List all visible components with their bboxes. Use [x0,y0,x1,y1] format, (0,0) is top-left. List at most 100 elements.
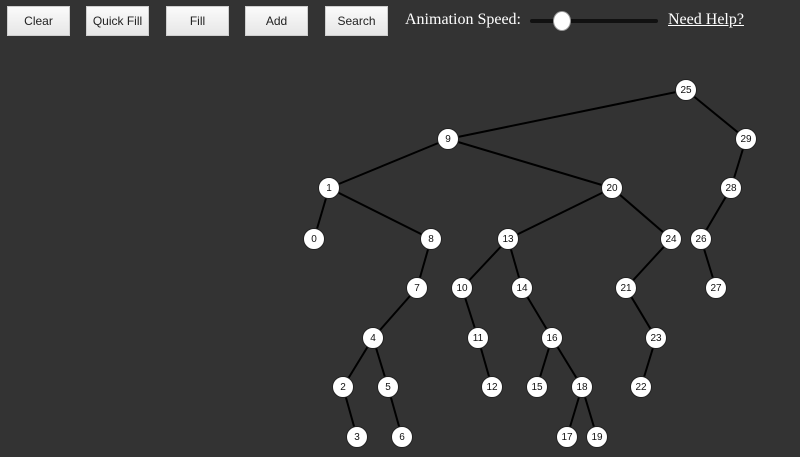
node-circle [467,327,489,349]
node-circle [481,376,503,398]
tree-node[interactable]: 0 [303,228,325,250]
tree-node[interactable]: 23 [645,327,667,349]
node-circle [720,177,742,199]
tree-edge [328,138,449,189]
node-value: 9 [445,134,451,145]
node-circle [406,277,428,299]
node-circle [420,228,442,250]
tree-node[interactable]: 13 [497,228,519,250]
node-circle [451,277,473,299]
node-value: 27 [710,283,722,294]
node-circle [526,376,548,398]
node-value: 10 [456,283,468,294]
tree-node[interactable]: 4 [362,327,384,349]
node-circle [541,327,563,349]
tree-node[interactable]: 26 [690,228,712,250]
fill-button[interactable]: Fill [166,6,229,36]
node-circle [601,177,623,199]
node-circle [571,376,593,398]
tree-node[interactable]: 22 [630,376,652,398]
node-circle [377,376,399,398]
need-help-link[interactable]: Need Help? [668,11,744,28]
clear-button[interactable]: Clear [7,6,70,36]
tree-node[interactable]: 3 [346,426,368,448]
tree-edge [447,89,687,140]
tree-edge [685,89,747,140]
node-circle [497,228,519,250]
tree-node[interactable]: 2 [332,376,354,398]
tree-edge [507,187,613,240]
tree-node[interactable]: 9 [437,128,459,150]
tree-node[interactable]: 29 [735,128,757,150]
tree-node[interactable]: 11 [467,327,489,349]
slider-thumb[interactable] [553,11,571,31]
node-value: 15 [531,382,543,393]
node-value: 3 [354,432,360,443]
tree-edge [372,287,418,339]
node-circle [660,228,682,250]
node-circle [303,228,325,250]
tree-node[interactable]: 17 [556,426,578,448]
node-value: 21 [620,283,632,294]
node-value: 0 [311,234,317,245]
tree-node[interactable]: 15 [526,376,548,398]
node-value: 26 [695,234,707,245]
tree-node[interactable]: 16 [541,327,563,349]
node-value: 20 [606,183,618,194]
tree-node[interactable]: 18 [571,376,593,398]
tree-node[interactable]: 21 [615,277,637,299]
tree-node[interactable]: 20 [601,177,623,199]
node-value: 13 [502,234,514,245]
node-value: 22 [635,382,647,393]
tree-node[interactable]: 12 [481,376,503,398]
node-value: 23 [650,333,662,344]
node-circle [556,426,578,448]
node-value: 8 [428,234,434,245]
node-value: 2 [340,382,346,393]
animation-speed-slider[interactable] [530,19,658,23]
tree-node[interactable]: 28 [720,177,742,199]
node-value: 25 [680,85,692,96]
tree-node[interactable]: 24 [660,228,682,250]
node-value: 4 [370,333,376,344]
nodes: 259 291 20 280 8 13 24 267 10 14 21 274 11 16 232 5 12 15… [303,79,757,448]
node-circle [690,228,712,250]
node-circle [511,277,533,299]
tree-node[interactable]: 8 [420,228,442,250]
tree-node[interactable]: 1 [318,177,340,199]
tree-edge [611,187,672,240]
node-circle [332,376,354,398]
tree-edge [625,238,672,289]
node-circle [675,79,697,101]
node-value: 11 [473,333,484,344]
node-value: 7 [414,283,420,294]
tree-edge [328,187,432,240]
tree-node[interactable]: 6 [391,426,413,448]
search-button[interactable]: Search [325,6,388,36]
node-circle [630,376,652,398]
tree-node[interactable]: 19 [586,426,608,448]
node-value: 18 [576,382,588,393]
tree-edge [461,238,509,289]
tree-node[interactable]: 7 [406,277,428,299]
node-circle [437,128,459,150]
node-value: 12 [486,382,498,393]
quick-fill-button[interactable]: Quick Fill [86,6,149,36]
tree-node[interactable]: 10 [451,277,473,299]
node-value: 24 [665,234,677,245]
node-circle [362,327,384,349]
node-circle [346,426,368,448]
tree-node[interactable]: 25 [675,79,697,101]
node-value: 17 [561,432,573,443]
node-value: 14 [516,283,528,294]
node-value: 28 [725,183,737,194]
node-circle [318,177,340,199]
node-value: 16 [546,333,558,344]
tree-node[interactable]: 5 [377,376,399,398]
node-circle [391,426,413,448]
tree-node[interactable]: 27 [705,277,727,299]
add-button[interactable]: Add [245,6,308,36]
tree-node[interactable]: 14 [511,277,533,299]
node-circle [586,426,608,448]
node-circle [735,128,757,150]
